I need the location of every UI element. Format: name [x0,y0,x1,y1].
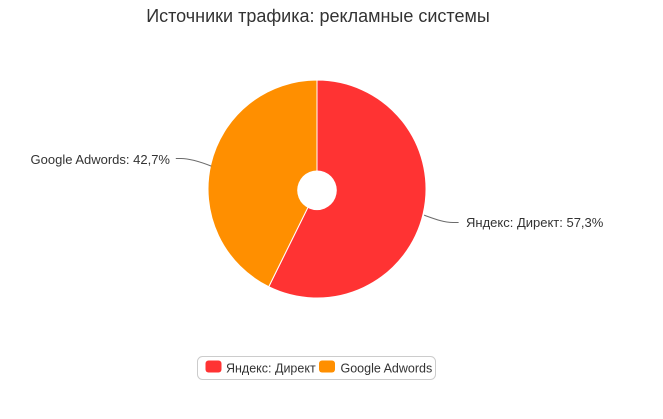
svg-text:Google Adwords: Google Adwords [341,362,433,376]
svg-text:Google Adwords: 42,7%: Google Adwords: 42,7% [31,152,171,167]
svg-text:Яндекс: Директ: 57,3%: Яндекс: Директ: 57,3% [466,215,604,230]
svg-text:Яндекс: Директ: Яндекс: Директ [226,362,316,376]
svg-text:Источники трафика: рекламные с: Источники трафика: рекламные системы [146,6,490,26]
